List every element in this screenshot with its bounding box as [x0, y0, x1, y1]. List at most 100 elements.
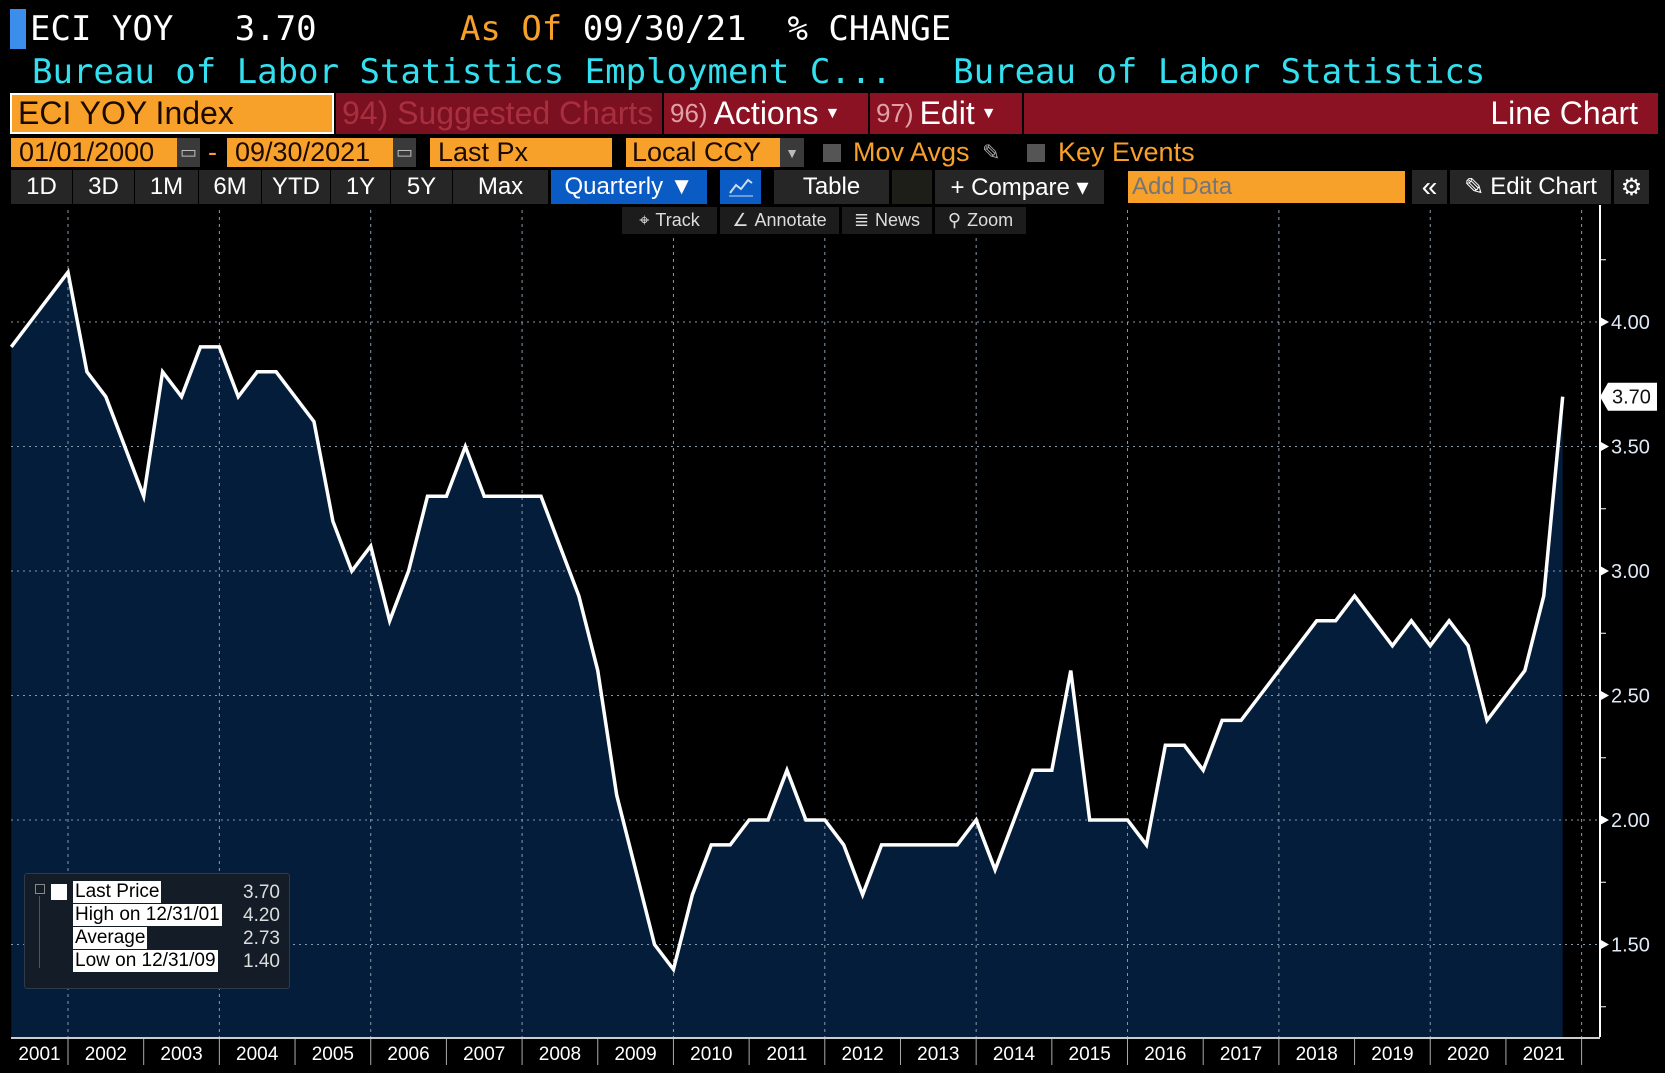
- chart-type-label: Line Chart: [1490, 95, 1638, 131]
- period-6m[interactable]: 6M: [199, 170, 262, 204]
- x-tick-label: 2019: [1371, 1044, 1413, 1065]
- collapse-icon[interactable]: [35, 884, 45, 894]
- suggested-charts-button[interactable]: 94) Suggested Charts: [336, 93, 662, 134]
- x-tick-label: 2014: [993, 1044, 1036, 1065]
- period-5y[interactable]: 5Y: [391, 170, 453, 204]
- annotate-label: Annotate: [754, 210, 827, 230]
- actions-label: Actions: [713, 95, 819, 131]
- caret-down-icon: ▼: [980, 104, 997, 122]
- currency-text: Local CCY: [632, 137, 762, 167]
- currency-selector[interactable]: Local CCY: [626, 137, 780, 167]
- y-tick-label: 2.50: [1611, 686, 1650, 708]
- as-of-label: As Of: [459, 9, 563, 49]
- as-of-date: 09/30/21: [582, 9, 747, 49]
- compare-button[interactable]: + Compare ▾: [935, 170, 1105, 204]
- legend-average-value: 2.73: [243, 928, 280, 949]
- period-1m[interactable]: 1M: [135, 170, 199, 204]
- pencil-icon: ✎: [1464, 173, 1485, 201]
- last-value-tag: [1600, 382, 1657, 411]
- crosshair-icon: ⌖: [639, 210, 650, 230]
- calendar-icon[interactable]: ▭: [177, 138, 200, 167]
- edit-chart-label: Edit Chart: [1490, 173, 1597, 200]
- x-tick-label: 2012: [841, 1044, 883, 1065]
- chart-type-indicator[interactable]: Line Chart: [1024, 93, 1658, 134]
- mov-avgs-label: Mov Avgs: [853, 137, 970, 167]
- legend-average-label: Average: [73, 927, 148, 949]
- pencil-icon[interactable]: ✎: [982, 139, 1001, 165]
- dropdown-arrow-icon[interactable]: ▼: [780, 138, 804, 167]
- x-tick-label: 2018: [1296, 1044, 1338, 1065]
- track-label: Track: [655, 210, 700, 230]
- y-tick-label: 4.00: [1611, 312, 1650, 334]
- start-date-text: 01/01/2000: [19, 137, 155, 167]
- key-events-checkbox[interactable]: [1027, 144, 1045, 162]
- period-1y[interactable]: 1Y: [331, 170, 391, 204]
- security-input[interactable]: ECI YOY Index: [10, 93, 334, 134]
- x-tick-label: 2011: [767, 1044, 808, 1065]
- last-value: 3.70: [234, 9, 317, 49]
- annotate-button[interactable]: ∠ Annotate: [720, 207, 840, 234]
- y-tick-label: 3.50: [1611, 437, 1650, 459]
- mov-avgs-checkbox[interactable]: [823, 144, 841, 162]
- legend-low-label: Low on 12/31/09: [73, 950, 218, 972]
- period-3d[interactable]: 3D: [73, 170, 135, 204]
- x-tick-label: 2010: [690, 1044, 732, 1065]
- x-tick-label: 2013: [917, 1044, 959, 1065]
- collapse-button[interactable]: «: [1412, 170, 1448, 204]
- last-value-label: 3.70: [1612, 387, 1651, 409]
- magnifier-icon: ⚲: [947, 210, 962, 230]
- zoom-button[interactable]: ⚲ Zoom: [935, 207, 1027, 234]
- pen-icon: ∠: [732, 210, 749, 230]
- blank-button[interactable]: [892, 170, 933, 204]
- date-separator: -: [208, 137, 217, 167]
- x-tick-label: 2001: [18, 1044, 60, 1065]
- news-button[interactable]: ≣ News: [842, 207, 933, 234]
- y-tick-marker: [1600, 690, 1609, 701]
- legend-high-label: High on 12/31/01: [73, 904, 222, 926]
- x-tick-label: 2005: [312, 1044, 354, 1065]
- x-tick-label: 2006: [387, 1044, 429, 1065]
- track-button[interactable]: ⌖ Track: [622, 207, 718, 234]
- period-max[interactable]: Max: [453, 170, 549, 204]
- frequency-dropdown[interactable]: Quarterly ▼: [551, 170, 708, 204]
- add-data-input[interactable]: [1128, 171, 1405, 203]
- security-color-marker: [10, 9, 26, 49]
- caret-down-icon: ▼: [824, 104, 841, 122]
- edit-menu[interactable]: 97) Edit ▼: [870, 93, 1022, 134]
- edit-number: 97): [876, 98, 914, 128]
- x-tick-label: 2007: [463, 1044, 505, 1065]
- description: Bureau of Labor Statistics Employment C.…: [32, 52, 892, 92]
- ticker: ECI YOY: [30, 9, 174, 49]
- x-tick-label: 2009: [614, 1044, 656, 1065]
- legend-last-label: Last Price: [73, 881, 162, 903]
- news-label: News: [875, 210, 921, 230]
- field-selector[interactable]: Last Px: [430, 137, 612, 167]
- end-date-text: 09/30/2021: [235, 137, 371, 167]
- legend-high-value: 4.20: [243, 905, 280, 926]
- y-tick-label: 1.50: [1611, 935, 1650, 957]
- actions-menu[interactable]: 96) Actions ▼: [664, 93, 868, 134]
- y-tick-marker: [1600, 566, 1609, 576]
- actions-number: 96): [670, 98, 708, 128]
- period-1d[interactable]: 1D: [11, 170, 73, 204]
- x-tick-label: 2002: [85, 1044, 127, 1065]
- x-tick-label: 2021: [1523, 1044, 1565, 1065]
- end-date-field[interactable]: 09/30/2021: [227, 137, 393, 167]
- x-tick-label: 2015: [1069, 1044, 1111, 1065]
- gear-icon[interactable]: ⚙: [1614, 170, 1650, 204]
- line-chart-icon[interactable]: [720, 170, 762, 204]
- unit-label: % CHANGE: [787, 9, 952, 49]
- period-ytd[interactable]: YTD: [262, 170, 331, 204]
- x-tick-label: 2008: [539, 1044, 581, 1065]
- y-tick-marker: [1600, 939, 1609, 950]
- x-tick-label: 2020: [1447, 1044, 1489, 1065]
- key-events-label: Key Events: [1058, 137, 1195, 167]
- legend-last-value: 3.70: [243, 882, 280, 903]
- field-text: Last Px: [438, 137, 529, 167]
- x-tick-label: 2003: [160, 1044, 202, 1065]
- series-swatch: [51, 884, 67, 900]
- edit-chart-button[interactable]: ✎ Edit Chart: [1450, 170, 1612, 204]
- start-date-field[interactable]: 01/01/2000: [11, 137, 177, 167]
- table-button[interactable]: Table: [774, 170, 890, 204]
- calendar-icon[interactable]: ▭: [393, 138, 416, 167]
